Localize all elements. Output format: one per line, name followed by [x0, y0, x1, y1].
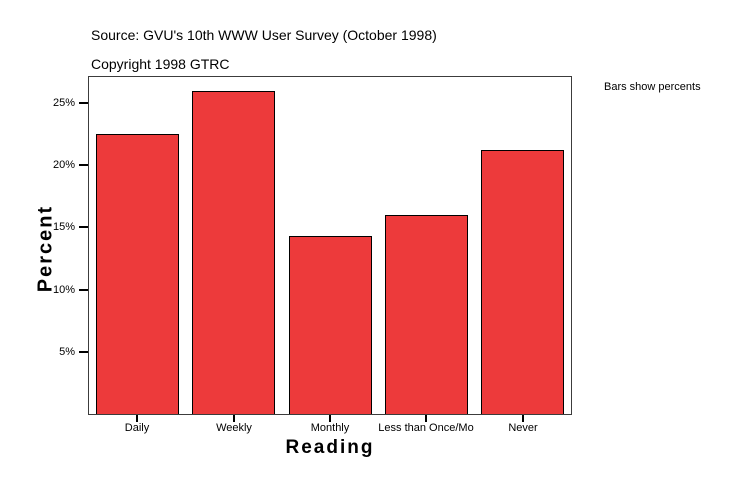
x-axis-tick-label-monthly: Monthly: [310, 422, 350, 434]
bar-monthly: [289, 236, 372, 414]
x-axis-tick-never: [522, 415, 524, 422]
y-axis-tick-25: [79, 102, 88, 104]
x-axis-tick-label-daily: Daily: [124, 422, 150, 434]
bar-daily: [96, 134, 179, 414]
plot-area: [88, 76, 572, 415]
y-axis-tick-5: [79, 351, 88, 353]
x-axis-tick-label-never: Never: [508, 422, 538, 434]
x-axis-title: Reading: [285, 437, 375, 458]
y-axis-tick-15: [79, 226, 88, 228]
y-axis-tick-20: [79, 164, 88, 166]
bar-less-than-once-mo: [385, 215, 468, 414]
chart-copyright-text: Copyright 1998 GTRC: [91, 56, 230, 72]
y-axis-tick-label-15: 15%: [52, 221, 75, 233]
x-axis-tick-monthly: [329, 415, 331, 422]
y-axis-tick-label-20: 20%: [52, 159, 75, 171]
chart-source-text: Source: GVU's 10th WWW User Survey (Octo…: [91, 27, 437, 43]
x-axis-tick-label-less-than-once-mo: Less than Once/Mo: [378, 422, 474, 434]
y-axis-tick-label-5: 5%: [59, 346, 75, 358]
bar-never: [481, 150, 564, 414]
y-axis-tick-10: [79, 289, 88, 291]
y-axis-tick-label-25: 25%: [52, 97, 75, 109]
bar-weekly: [192, 91, 275, 414]
x-axis-tick-label-weekly: Weekly: [216, 422, 252, 434]
x-axis-tick-daily: [136, 415, 138, 422]
bars-show-percents-note: Bars show percents: [604, 81, 701, 93]
y-axis-tick-label-10: 10%: [52, 284, 75, 296]
x-axis-tick-weekly: [233, 415, 235, 422]
x-axis-tick-less-than-once-mo: [425, 415, 427, 422]
